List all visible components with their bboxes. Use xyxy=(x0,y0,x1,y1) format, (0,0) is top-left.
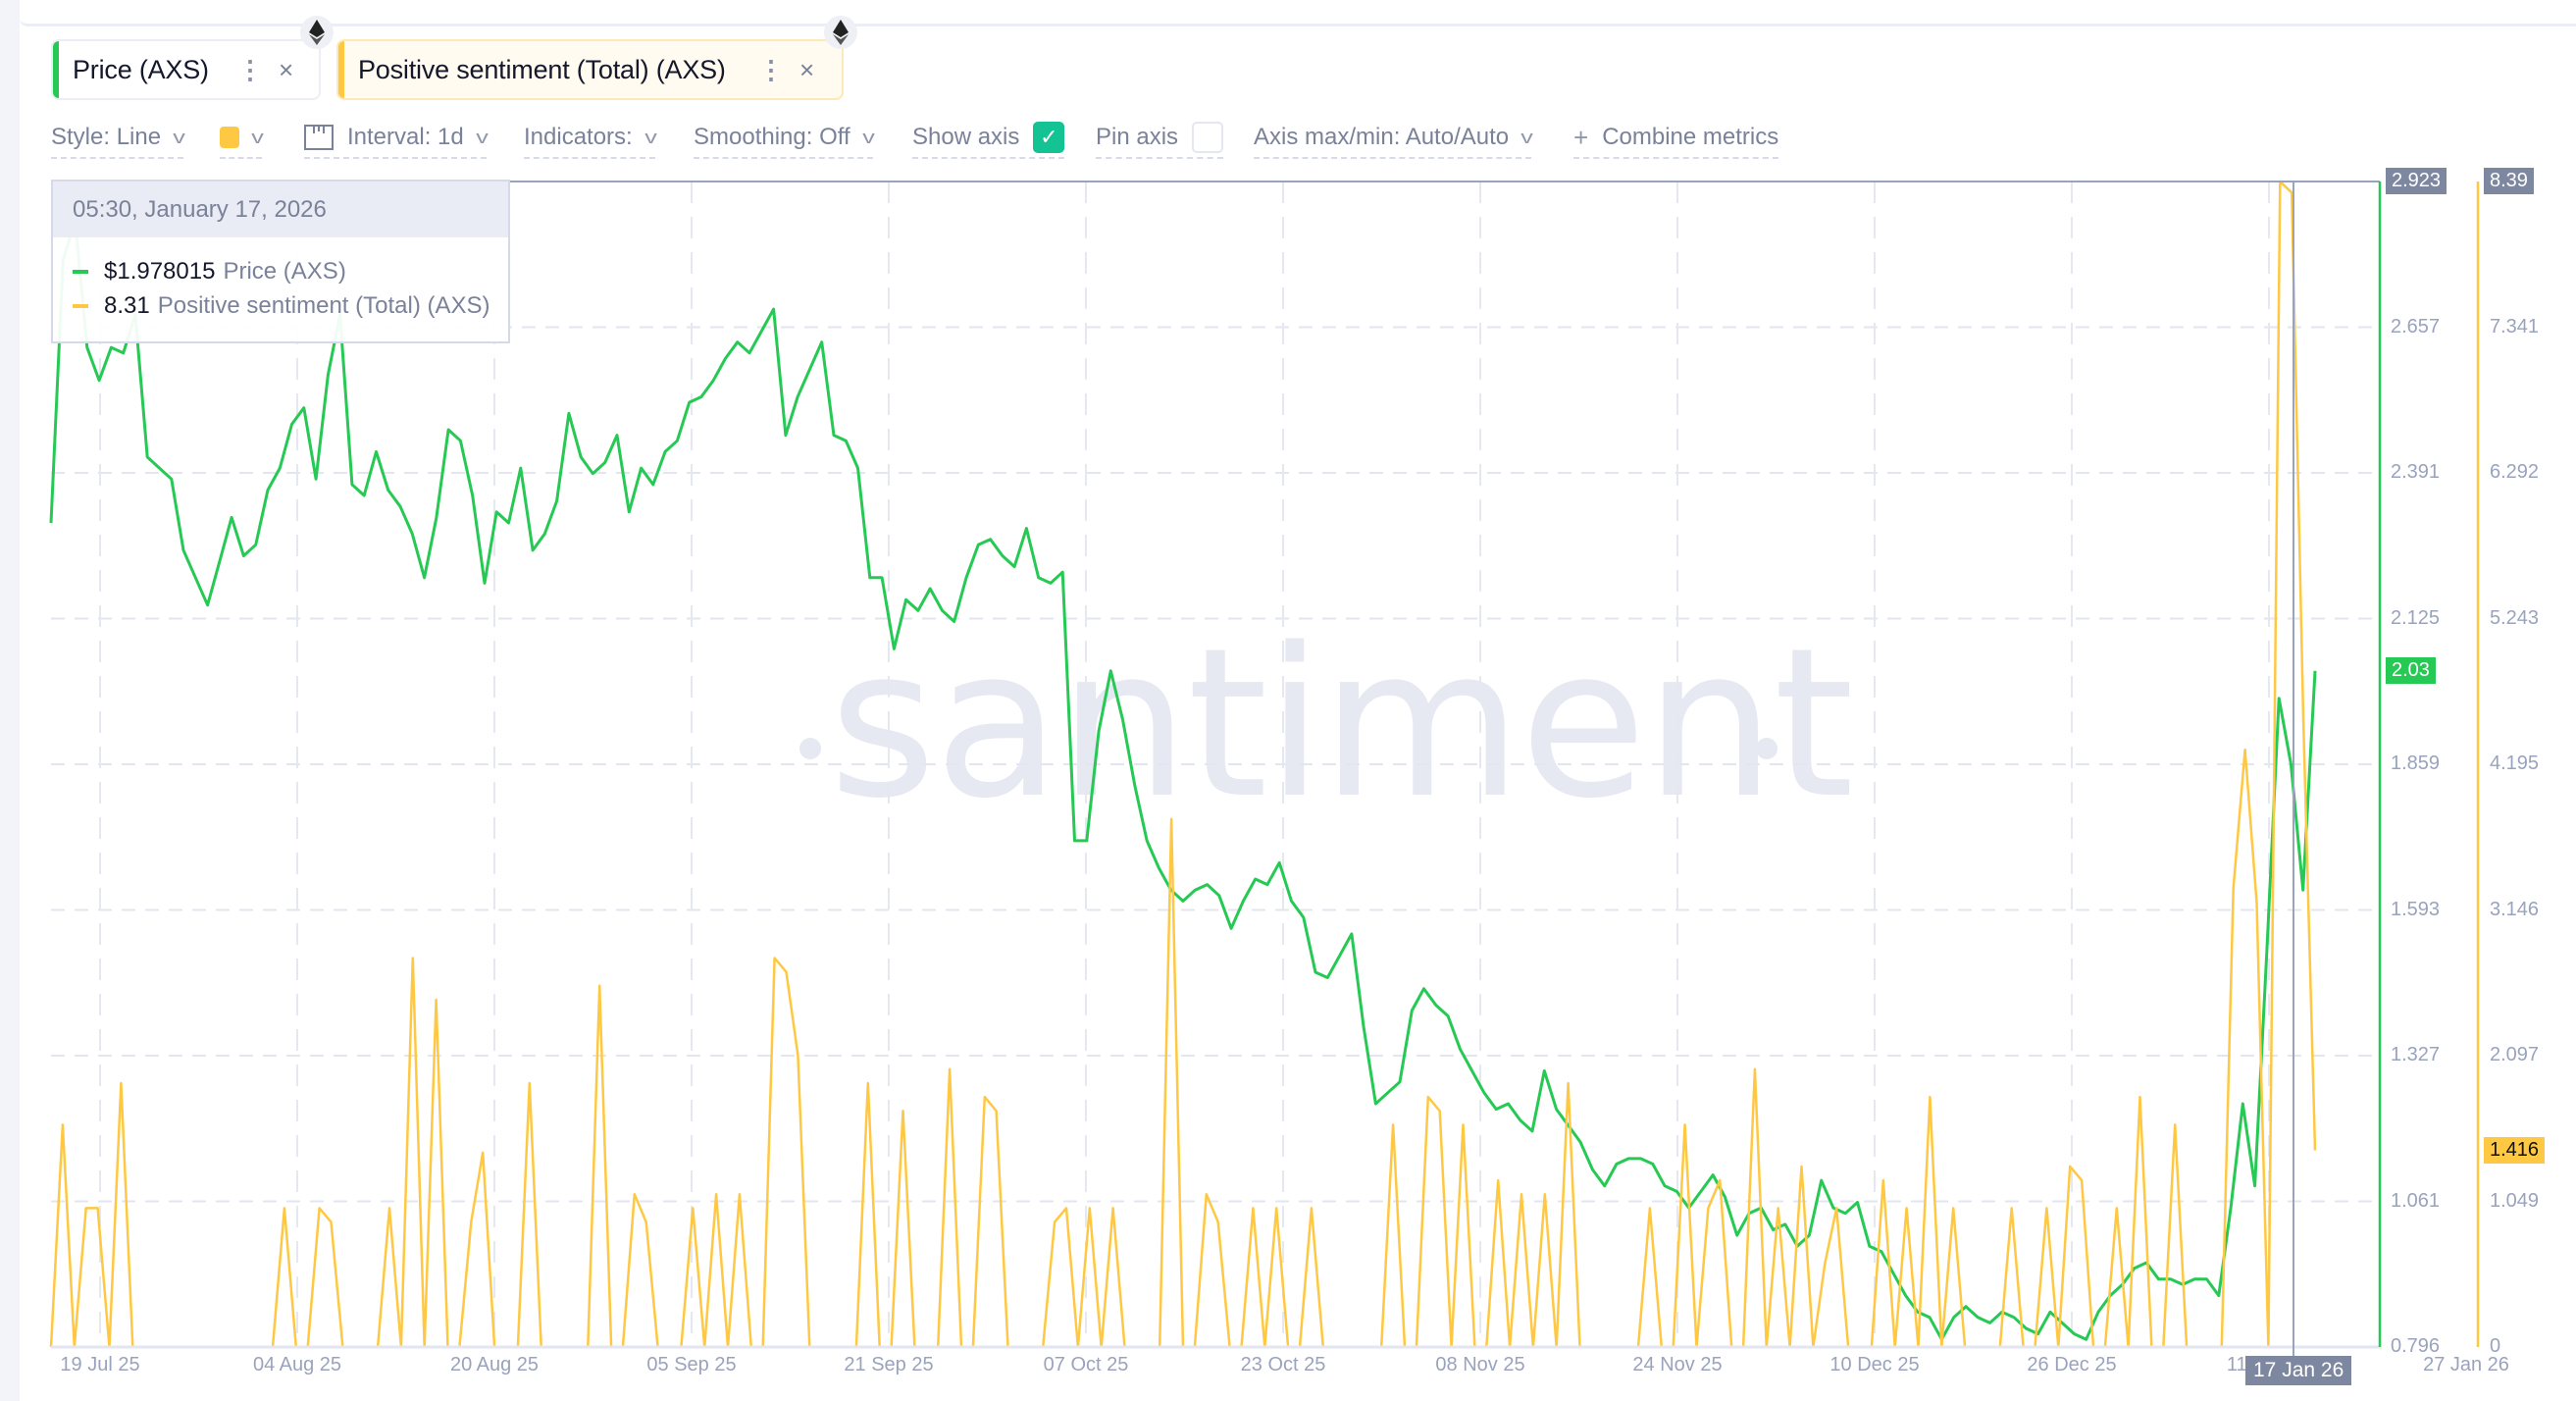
axis-tick-label: 7.341 xyxy=(2490,315,2540,337)
axis-tick-label: 23 Oct 25 xyxy=(1240,1354,1326,1375)
more-vertical-icon[interactable]: ⋮ xyxy=(758,54,784,84)
axis-tick-label: 1.327 xyxy=(2391,1044,2441,1065)
axis-tick-label: 3.146 xyxy=(2490,898,2540,920)
tooltip-metric-name: Positive sentiment (Total) (AXS) xyxy=(157,292,490,319)
metric-label: Price (AXS) xyxy=(73,54,209,84)
axis-tick-label: 2.391 xyxy=(2391,461,2441,483)
smoothing-dropdown[interactable]: Smoothing: Off v xyxy=(694,118,875,159)
interval-dropdown[interactable]: Interval: 1d v xyxy=(304,118,489,159)
legend-swatch xyxy=(73,304,88,308)
smoothing-label: Smoothing: Off xyxy=(694,124,850,150)
show-axis-label: Show axis xyxy=(912,124,1020,150)
pin-axis-checkbox[interactable] xyxy=(1192,122,1224,153)
show-axis-checkbox[interactable]: ✓ xyxy=(1033,122,1065,153)
axis-tick-label: 07 Oct 25 xyxy=(1043,1354,1129,1375)
show-axis-toggle[interactable]: Show axis ✓ xyxy=(912,118,1065,159)
tooltip-value: 8.31 xyxy=(104,292,150,319)
ruler-icon xyxy=(304,125,334,150)
ethereum-icon xyxy=(824,16,857,49)
last-sentiment-badge: 1.416 xyxy=(2484,1137,2546,1164)
legend-swatch xyxy=(73,270,88,274)
close-icon[interactable]: × xyxy=(799,54,815,84)
plus-icon: + xyxy=(1573,122,1589,152)
color-picker[interactable]: v xyxy=(220,118,264,159)
top-bar xyxy=(20,0,2576,26)
axis-tick-label: 26 Dec 25 xyxy=(2027,1354,2117,1375)
axis-tick-label: 05 Sep 25 xyxy=(646,1354,737,1375)
tooltip-row-price: $1.978015 Price (AXS) xyxy=(73,258,346,285)
crosshair-date-badge: 17 Jan 26 xyxy=(2245,1356,2352,1385)
chevron-down-icon: v xyxy=(173,127,185,147)
axis-tick-label: 1.859 xyxy=(2391,752,2441,774)
pin-axis-toggle[interactable]: Pin axis xyxy=(1096,118,1224,159)
axis-tick-label: 1.049 xyxy=(2490,1189,2540,1212)
close-icon[interactable]: × xyxy=(279,54,294,84)
style-label: Style: Line xyxy=(51,124,162,150)
axis-tick-label: 6.292 xyxy=(2490,461,2540,483)
chart-tooltip: 05:30, January 17, 2026 $1.978015 Price … xyxy=(51,180,510,343)
chevron-down-icon: v xyxy=(644,127,657,147)
metric-color-bar xyxy=(53,41,59,98)
axis-tick-label: 21 Sep 25 xyxy=(844,1354,934,1375)
crosshair-sentiment-badge: 8.39 xyxy=(2484,168,2534,194)
tooltip-value: $1.978015 xyxy=(104,258,216,285)
crosshair-price-badge: 2.923 xyxy=(2386,168,2447,194)
axis-tick-label: 0 xyxy=(2490,1335,2501,1357)
axis-tick-label: 04 Aug 25 xyxy=(252,1354,342,1375)
combine-metrics-label: Combine metrics xyxy=(1602,124,1779,150)
tooltip-row-sentiment: 8.31 Positive sentiment (Total) (AXS) xyxy=(73,292,490,320)
chevron-down-icon: v xyxy=(861,127,875,147)
axis-tick-label: 24 Nov 25 xyxy=(1632,1354,1723,1375)
color-swatch xyxy=(220,127,239,148)
axis-maxmin-dropdown[interactable]: Axis max/min: Auto/Auto v xyxy=(1254,118,1533,159)
axis-tick-label: 08 Nov 25 xyxy=(1435,1354,1525,1375)
indicators-dropdown[interactable]: Indicators: v xyxy=(524,118,657,159)
metric-tab-price[interactable]: Price (AXS) ⋮ × xyxy=(51,39,321,100)
axis-tick-label: 0.796 xyxy=(2391,1335,2441,1357)
ethereum-icon xyxy=(300,16,334,49)
combine-metrics-button[interactable]: + Combine metrics xyxy=(1573,118,1779,159)
interval-label: Interval: 1d xyxy=(347,124,464,150)
pin-axis-label: Pin axis xyxy=(1096,124,1179,150)
chevron-down-icon: v xyxy=(1520,127,1533,147)
chevron-down-icon: v xyxy=(251,127,264,147)
chevron-down-icon: v xyxy=(475,127,489,147)
watermark-dot xyxy=(1756,738,1777,759)
santiment-watermark: santiment xyxy=(829,603,1854,844)
axis-tick-label: 2.125 xyxy=(2391,606,2441,629)
indicators-label: Indicators: xyxy=(524,124,633,150)
last-price-badge: 2.03 xyxy=(2386,657,2436,684)
metric-label: Positive sentiment (Total) (AXS) xyxy=(358,54,726,84)
metric-color-bar xyxy=(338,41,344,98)
watermark-dot xyxy=(799,738,821,759)
axis-tick-label: 19 Jul 25 xyxy=(60,1354,140,1375)
left-sidebar-strip xyxy=(0,0,20,1401)
axis-tick-label: 20 Aug 25 xyxy=(449,1354,540,1375)
axis-tick-label: 1.061 xyxy=(2391,1189,2441,1212)
tooltip-metric-name: Price (AXS) xyxy=(223,258,346,285)
axis-tick-label: 2.097 xyxy=(2490,1044,2540,1065)
axis-tick-label: 4.195 xyxy=(2490,752,2540,774)
axis-tick-label: 27 Jan 26 xyxy=(2423,1354,2509,1375)
axis-tick-label: 2.657 xyxy=(2391,315,2441,337)
axis-tick-label: 1.593 xyxy=(2391,898,2441,920)
tooltip-date: 05:30, January 17, 2026 xyxy=(53,182,508,237)
style-dropdown[interactable]: Style: Line v xyxy=(51,118,185,159)
more-vertical-icon[interactable]: ⋮ xyxy=(237,54,263,84)
axis-tick-label: 10 Dec 25 xyxy=(1829,1354,1920,1375)
metric-tab-positive-sentiment[interactable]: Positive sentiment (Total) (AXS) ⋮ × xyxy=(336,39,844,100)
axis-maxmin-label: Axis max/min: Auto/Auto xyxy=(1254,124,1510,150)
axis-tick-label: 5.243 xyxy=(2490,606,2540,629)
